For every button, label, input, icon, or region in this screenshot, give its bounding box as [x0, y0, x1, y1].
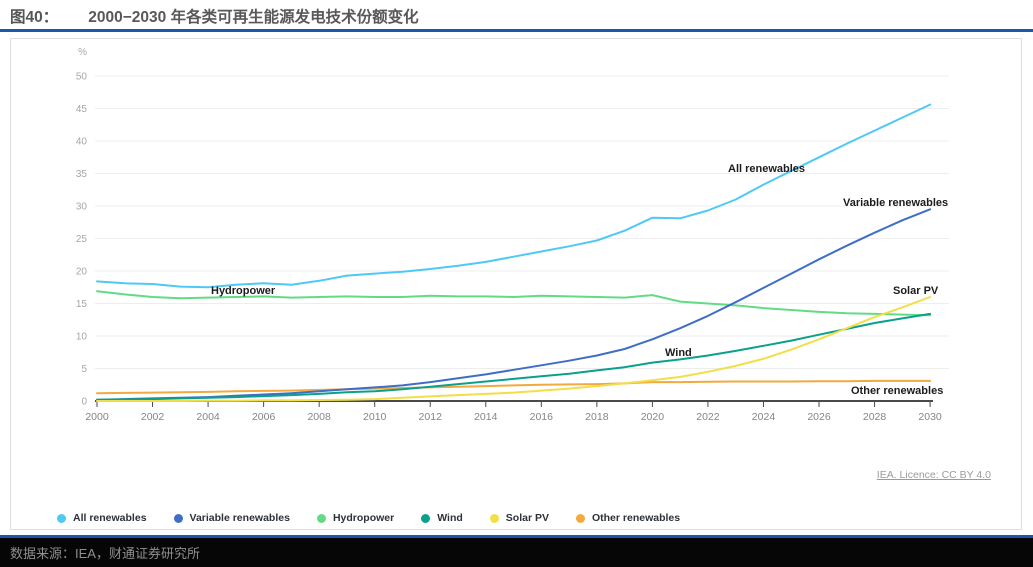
x-tick-label: 2020 — [641, 411, 665, 423]
series-label-wind: Wind — [665, 347, 692, 359]
y-tick-label: 35 — [76, 169, 88, 180]
legend-item-all-renewables[interactable]: All renewables — [57, 512, 147, 524]
series-line-variable-renewables — [96, 208, 932, 401]
series-label-variable-renewables: Variable renewables — [843, 197, 949, 209]
footer-band: 数据来源：IEA，财通证券研究所 — [0, 538, 1033, 567]
x-tick-label: 2028 — [863, 411, 887, 423]
data-source-text: 数据来源：IEA，财通证券研究所 — [10, 546, 200, 561]
x-tick-label: 2018 — [585, 411, 609, 423]
legend-label: All renewables — [73, 512, 147, 524]
page-title: 2000−2030 年各类可再生能源发电技术份额变化 — [88, 9, 419, 26]
title-divider — [0, 29, 1033, 32]
legend-dot-solar-pv-icon — [489, 513, 499, 523]
x-tick-label: 2004 — [196, 411, 220, 423]
series-label-solar-pv: Solar PV — [893, 285, 939, 297]
legend-item-solar-pv[interactable]: Solar PV — [489, 512, 549, 524]
series-line-hydropower — [96, 290, 932, 317]
legend-dot-variable-renewables-icon — [173, 513, 183, 523]
x-tick-label: 2024 — [752, 411, 776, 423]
y-tick-label: 20 — [76, 267, 88, 278]
legend-dot-hydropower-icon — [316, 513, 326, 523]
y-tick-label: 15 — [76, 299, 88, 310]
legend-label: Variable renewables — [189, 512, 290, 524]
x-tick-label: 2008 — [307, 411, 331, 423]
y-tick-label: 10 — [76, 332, 88, 343]
x-tick-label: 2016 — [530, 411, 554, 423]
figure-number: 图40： — [10, 9, 59, 26]
series-line-other-renewables — [96, 379, 932, 395]
y-tick-label: 45 — [76, 104, 88, 115]
figure-title-bar: 图40： 2000−2030 年各类可再生能源发电技术份额变化 — [10, 5, 419, 27]
legend-item-wind[interactable]: Wind — [421, 512, 463, 524]
x-tick-label: 2026 — [807, 411, 831, 423]
x-tick-label: 2014 — [474, 411, 498, 423]
x-tick-label: 2010 — [363, 411, 387, 423]
legend-dot-all-renewables-icon — [57, 513, 66, 523]
chart-svg: 0 5 10 15 20 25 30 35 40 45 50% 2000 2002 2004 2006 200… — [76, 47, 949, 423]
x-tick-label: 2012 — [419, 411, 443, 423]
legend-item-other-renewables[interactable]: Other renewables — [575, 512, 681, 524]
y-tick-label: 40 — [76, 137, 88, 148]
series-line-wind — [96, 312, 932, 401]
series-label-other-renewables: Other renewables — [851, 385, 944, 397]
y-tick-label: 50 — [76, 72, 88, 83]
chart-panel: 0 5 10 15 20 25 30 35 40 45 50% 2000 2002 2004 2006 200… — [10, 38, 1022, 530]
legend-label: Solar PV — [505, 512, 549, 524]
series-line-solar-pv — [96, 296, 932, 402]
x-tick-label: 2030 — [918, 411, 942, 423]
y-tick-label: 5 — [81, 364, 87, 375]
x-tick-label: 2022 — [696, 411, 720, 423]
series-line-all-renewables — [96, 103, 932, 289]
y-tick-label: 0 — [81, 397, 87, 408]
x-tick-label: 2002 — [141, 411, 165, 423]
y-tick-label: 25 — [76, 234, 88, 245]
iea-licence-link[interactable]: IEA. Licence: CC BY 4.0 — [876, 469, 991, 481]
legend-item-hydropower[interactable]: Hydropower — [316, 512, 395, 524]
x-tick-label: 2000 — [85, 411, 109, 423]
legend-label: Wind — [437, 512, 463, 524]
legend-label: Other renewables — [591, 512, 681, 524]
series-label-hydropower: Hydropower — [211, 285, 276, 297]
chart-legend: All renewables Variable renewables Hydro… — [57, 509, 680, 527]
series-label-all-renewables: All renewables — [728, 163, 806, 175]
legend-dot-wind-icon — [421, 513, 431, 523]
legend-label: Hydropower — [332, 512, 395, 524]
x-tick-label: 2006 — [252, 411, 276, 423]
y-axis-unit-label: % — [78, 47, 87, 58]
legend-item-variable-renewables[interactable]: Variable renewables — [173, 512, 290, 524]
y-tick-label: 30 — [76, 202, 88, 213]
legend-dot-other-renewables-icon — [575, 513, 585, 523]
footer-divider — [0, 535, 1033, 538]
